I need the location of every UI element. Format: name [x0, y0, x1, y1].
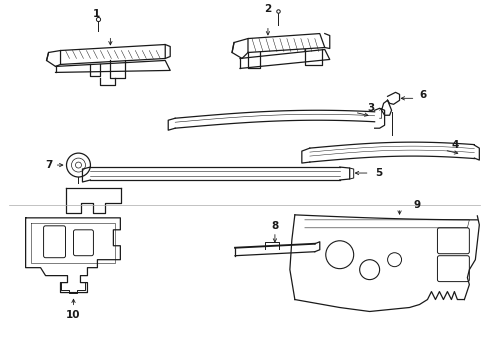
Text: 6: 6 [419, 90, 426, 100]
Text: 7: 7 [45, 160, 52, 170]
Text: 9: 9 [413, 200, 420, 210]
Text: 4: 4 [450, 140, 458, 150]
Text: 1: 1 [93, 9, 100, 19]
Text: 2: 2 [264, 4, 271, 14]
Text: 3: 3 [367, 103, 374, 113]
Text: 8: 8 [271, 221, 278, 231]
Text: 5: 5 [375, 168, 382, 178]
Text: 10: 10 [66, 310, 81, 320]
